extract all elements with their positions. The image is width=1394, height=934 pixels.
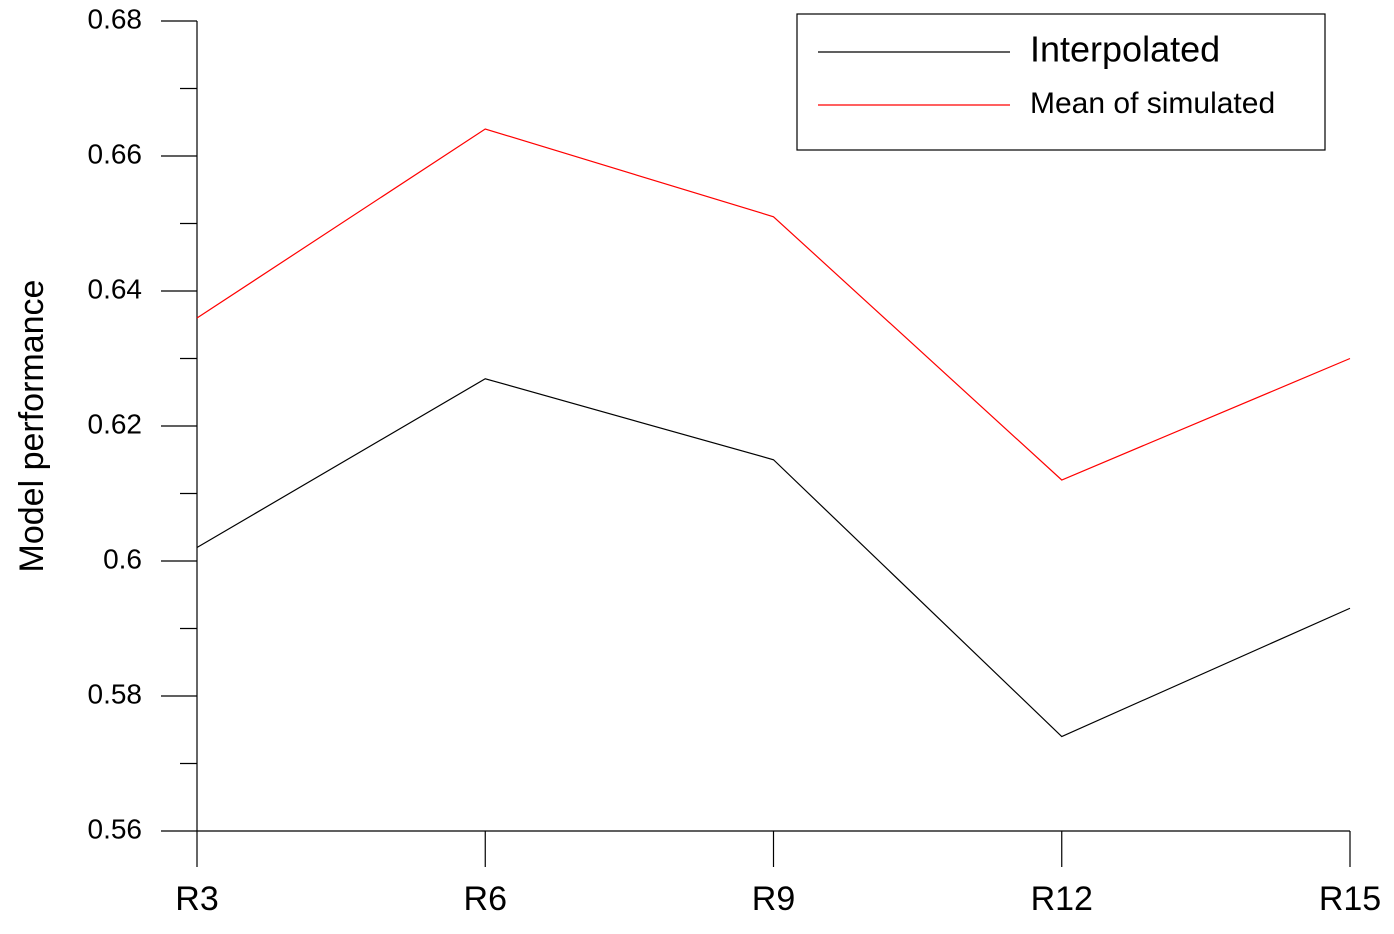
x-tick-label: R15 [1319,880,1381,918]
y-tick-label: 0.62 [88,408,143,439]
legend-label: Interpolated [1030,29,1220,70]
line-series [196,378,1351,738]
y-tick-label: 0.64 [88,273,143,304]
x-tick-label: R9 [752,880,795,918]
y-tick-label: 0.56 [88,813,143,844]
legend-box [796,13,1326,151]
y-tick-label: 0.6 [103,543,142,574]
x-tick-label: R3 [175,880,218,918]
line-series [196,128,1351,481]
x-tick-label: R6 [464,880,507,918]
y-tick-label: 0.66 [88,138,143,169]
y-tick-label: 0.58 [88,678,143,709]
legend-label: Mean of simulated [1030,87,1275,120]
y-axis-title: Model performance [13,280,51,573]
x-tick-label: R12 [1031,880,1093,918]
y-tick-label: 0.68 [88,3,143,34]
legend: Interpolated Mean of simulated [796,13,1326,151]
